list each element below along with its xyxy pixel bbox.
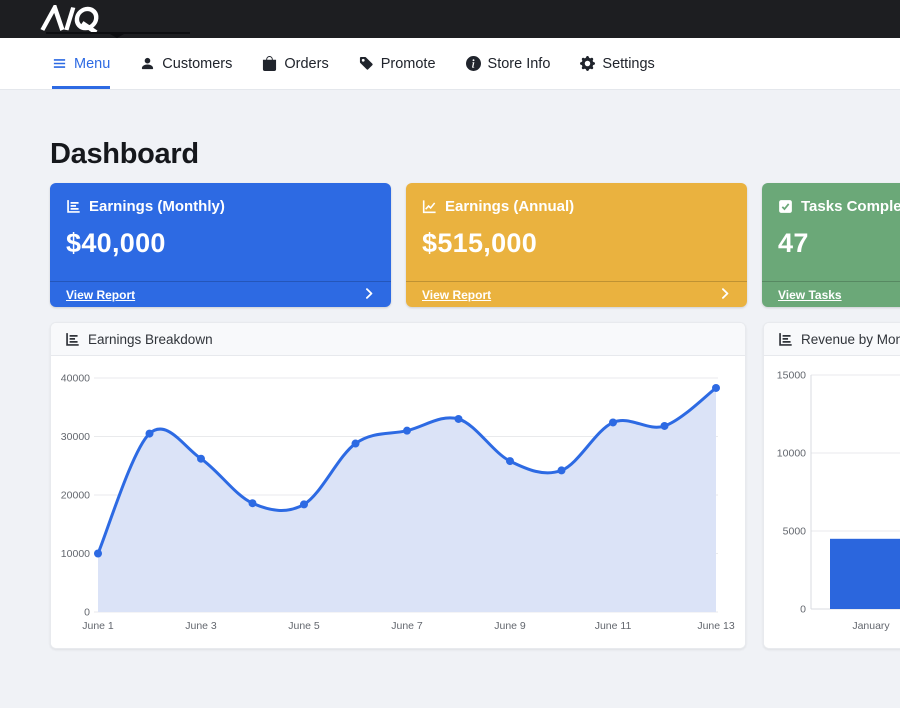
info-icon (465, 56, 481, 71)
stat-card-label: Tasks Completed (801, 198, 900, 215)
gear-icon (580, 56, 596, 71)
stat-card-earnings-annual: Earnings (Annual) $515,000 View Report (406, 183, 747, 307)
svg-text:June 11: June 11 (595, 620, 632, 632)
svg-text:January: January (852, 620, 890, 632)
chart-card-earnings-breakdown: Earnings Breakdown 0 10000 20000 30000 40000… (50, 322, 746, 649)
tag-icon (359, 56, 374, 71)
brand-logo-icon[interactable] (40, 2, 136, 37)
stat-card-label: Earnings (Monthly) (89, 198, 225, 215)
stats-row: Earnings (Monthly) $40,000 View Report Earn… (50, 183, 900, 307)
hamburger-icon (52, 56, 67, 71)
stat-card-top: Earnings (Annual) $515,000 (406, 183, 747, 259)
stat-card-title: Earnings (Annual) (422, 198, 731, 215)
nav-item-label: Settings (602, 55, 655, 72)
nav-item-customers[interactable]: Customers (140, 38, 232, 89)
svg-text:40000: 40000 (61, 373, 90, 385)
nav-item-menu[interactable]: Menu (52, 38, 111, 89)
svg-text:June 9: June 9 (494, 620, 526, 632)
stat-card-top: Tasks Completed 47 (762, 183, 900, 259)
nav-item-store-info[interactable]: Store Info (465, 38, 551, 89)
stat-card-top: Earnings (Monthly) $40,000 (50, 183, 391, 259)
stat-card-value: $515,000 (422, 228, 538, 258)
chart-header: Earnings Breakdown (51, 323, 745, 356)
nav-item-label: Store Info (487, 55, 551, 72)
bag-icon (262, 56, 277, 71)
svg-text:June 3: June 3 (185, 620, 217, 632)
topbar (0, 0, 900, 38)
chevron-right-icon (364, 286, 375, 304)
person-icon (140, 56, 155, 71)
stat-card-tasks-completed: Tasks Completed 47 View Tasks (762, 183, 900, 307)
nav-item-orders[interactable]: Orders (262, 38, 329, 89)
stat-card-value: 47 (778, 228, 809, 258)
chart-card-revenue-by-month: Revenue by Month 0 5000 10000 15000 January (763, 322, 900, 649)
nav-item-label: Menu (74, 55, 111, 72)
stat-card-label: Earnings (Annual) (445, 198, 575, 215)
svg-text:June 1: June 1 (82, 620, 114, 632)
stat-card-earnings-monthly: Earnings (Monthly) $40,000 View Report (50, 183, 391, 307)
nav-item-label: Customers (162, 55, 233, 72)
chart-title: Revenue by Month (801, 331, 900, 347)
chart-header: Revenue by Month (764, 323, 900, 356)
bar-chart-icon (778, 332, 793, 347)
svg-text:June 7: June 7 (391, 620, 423, 632)
svg-text:June 5: June 5 (288, 620, 320, 632)
bar-steps-icon (66, 199, 81, 214)
nav-item-settings[interactable]: Settings (580, 38, 655, 89)
stat-card-footer[interactable]: View Tasks (762, 281, 900, 307)
line-chart-icon (422, 199, 437, 214)
svg-text:10000: 10000 (61, 548, 90, 560)
main-navbar: Menu Customers Orders Promote Store Info Sett… (0, 38, 900, 90)
logo-caret-icon (110, 34, 124, 38)
svg-text:10000: 10000 (777, 448, 806, 460)
stat-card-footer-link[interactable]: View Report (66, 287, 136, 302)
chart-body: 0 5000 10000 15000 January (764, 356, 900, 648)
nav-item-label: Orders (284, 55, 329, 72)
svg-text:0: 0 (800, 604, 806, 616)
stat-card-footer[interactable]: View Report (406, 281, 747, 307)
stat-card-title: Tasks Completed (778, 198, 900, 215)
stat-card-value: $40,000 (66, 228, 166, 258)
stat-card-footer[interactable]: View Report (50, 281, 391, 307)
stat-card-title: Earnings (Monthly) (66, 198, 375, 215)
nav-item-label: Promote (380, 55, 436, 72)
stat-card-footer-link[interactable]: View Tasks (778, 287, 842, 302)
svg-text:15000: 15000 (777, 370, 806, 382)
earnings-breakdown-chart: 0 10000 20000 30000 40000 June 1 June 3 June 5 J… (61, 373, 735, 633)
chevron-right-icon (720, 286, 731, 304)
revenue-by-month-chart: 0 5000 10000 15000 January (777, 370, 900, 632)
svg-text:5000: 5000 (783, 526, 807, 538)
stat-card-footer-link[interactable]: View Report (422, 287, 492, 302)
bar-chart-icon (65, 332, 80, 347)
nav-item-promote[interactable]: Promote (359, 38, 436, 89)
main-content: Dashboard Earnings (Monthly) $40,000 View … (0, 138, 900, 649)
charts-row: Earnings Breakdown 0 10000 20000 30000 40000… (50, 322, 900, 649)
page-title: Dashboard (50, 138, 199, 170)
svg-text:June 13: June 13 (697, 620, 735, 632)
check-square-icon (778, 199, 793, 214)
svg-text:30000: 30000 (61, 431, 90, 443)
svg-text:20000: 20000 (61, 490, 90, 502)
svg-text:0: 0 (84, 607, 90, 619)
logo-underline (46, 32, 190, 34)
chart-title: Earnings Breakdown (88, 331, 213, 347)
chart-body: 0 10000 20000 30000 40000 June 1 June 3 June 5 J… (51, 356, 745, 648)
